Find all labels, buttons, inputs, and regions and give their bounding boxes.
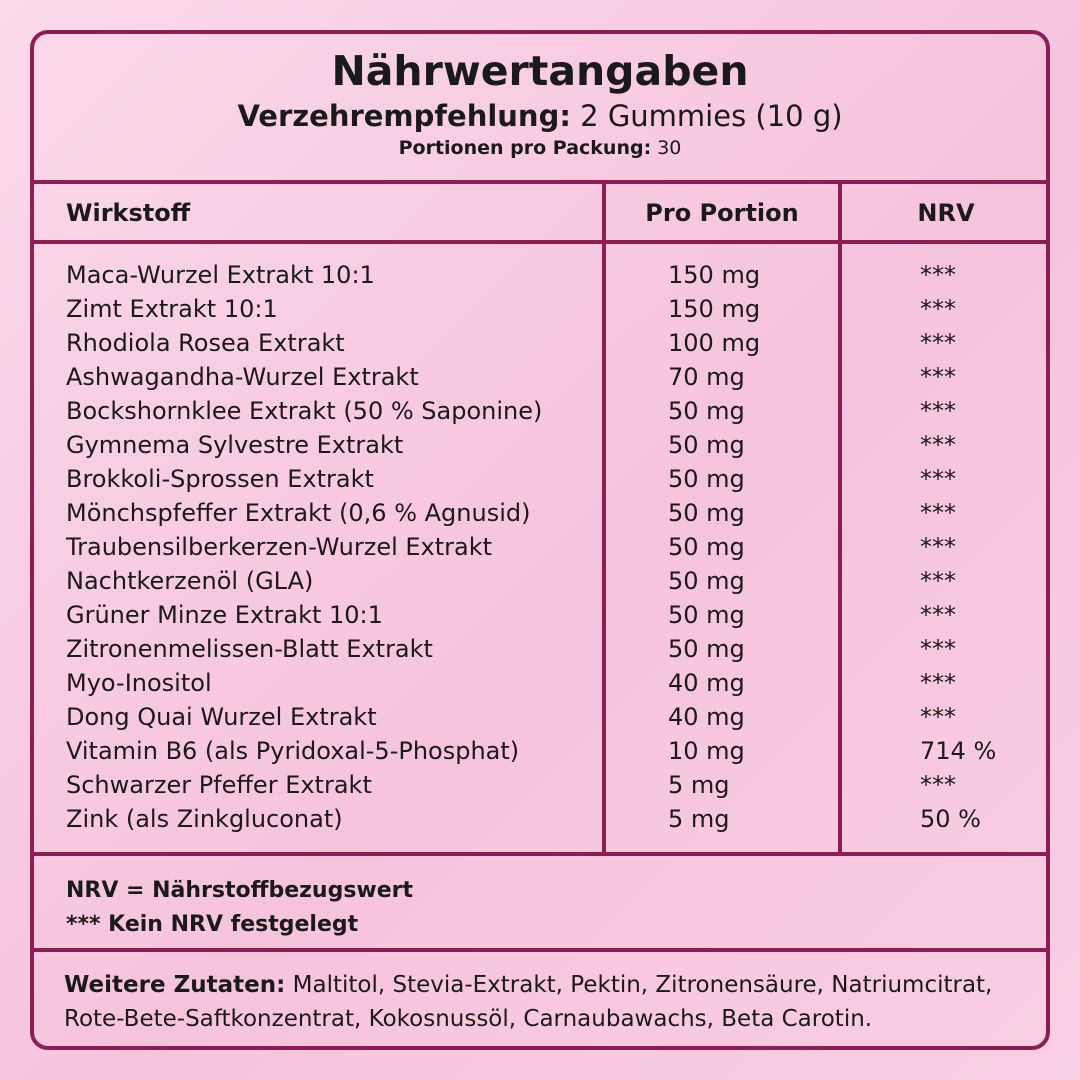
row-amount: 40 mg (668, 669, 745, 697)
row-amount: 40 mg (668, 703, 745, 731)
divider-legend (34, 852, 1046, 856)
panel-title: Nährwertangaben (331, 47, 749, 95)
row-name: Maca-Wurzel Extrakt 10:1 (66, 261, 375, 289)
table-row: Myo-Inositol 40 mg *** (34, 666, 1046, 700)
other-ingredients-text: Maltitol, Stevia-Extrakt, Pektin, Zitron… (64, 972, 993, 1032)
row-amount: 50 mg (668, 635, 745, 663)
row-nrv: 50 % (920, 805, 981, 833)
table-row: Rhodiola Rosea Extrakt 100 mg *** (34, 326, 1046, 360)
row-name: Zink (als Zinkgluconat) (66, 805, 343, 833)
other-ingredients-label: Weitere Zutaten: (64, 972, 286, 998)
row-name: Brokkoli-Sprossen Extrakt (66, 465, 374, 493)
row-name: Traubensilberkerzen-Wurzel Extrakt (66, 533, 493, 561)
row-name: Nachtkerzenöl (GLA) (66, 567, 314, 595)
table-row: Vitamin B6 (als Pyridoxal-5-Phosphat) 10 … (34, 734, 1046, 768)
row-nrv: *** (920, 261, 956, 289)
table-row: Zink (als Zinkgluconat) 5 mg 50 % (34, 802, 1046, 836)
serving-size: Verzehrempfehlung: 2 Gummies (10 g) (34, 98, 1046, 134)
servings-per-pack-value: 30 (657, 137, 682, 159)
table-row: Ashwagandha-Wurzel Extrakt 70 mg *** (34, 360, 1046, 394)
row-amount: 50 mg (668, 431, 745, 459)
row-amount: 50 mg (668, 499, 745, 527)
row-nrv: *** (920, 499, 956, 527)
row-amount: 5 mg (668, 771, 730, 799)
servings-per-pack: Portionen pro Packung: 30 (34, 136, 1046, 160)
row-amount: 50 mg (668, 601, 745, 629)
table-row: Brokkoli-Sprossen Extrakt 50 mg *** (34, 462, 1046, 496)
table-row: Maca-Wurzel Extrakt 10:1 150 mg *** (34, 258, 1046, 292)
row-amount: 5 mg (668, 805, 730, 833)
row-amount: 50 mg (668, 567, 745, 595)
row-nrv: *** (920, 329, 956, 357)
table-row: Nachtkerzenöl (GLA) 50 mg *** (34, 564, 1046, 598)
table-row: Gymnema Sylvestre Extrakt 50 mg *** (34, 428, 1046, 462)
row-name: Zitronenmelissen-Blatt Extrakt (66, 635, 433, 663)
row-nrv: *** (920, 669, 956, 697)
row-nrv: *** (920, 363, 956, 391)
column-header-nrv: NRV (917, 199, 975, 227)
table-row: Traubensilberkerzen-Wurzel Extrakt 50 mg *… (34, 530, 1046, 564)
row-name: Dong Quai Wurzel Extrakt (66, 703, 377, 731)
row-nrv: *** (920, 567, 956, 595)
row-nrv: *** (920, 431, 956, 459)
row-nrv: *** (920, 533, 956, 561)
legend-no-nrv-note: *** Kein NRV festgelegt (66, 912, 359, 937)
divider-header (34, 180, 1046, 184)
panel-header: Nährwertangaben Verzehrempfehlung: 2 Gum… (34, 34, 1046, 184)
row-name: Rhodiola Rosea Extrakt (66, 329, 345, 357)
row-nrv: *** (920, 295, 956, 323)
row-nrv: *** (920, 635, 956, 663)
divider-column-headers (34, 240, 1046, 244)
row-name: Myo-Inositol (66, 669, 212, 697)
row-name: Grüner Minze Extrakt 10:1 (66, 601, 383, 629)
divider-column-2 (838, 182, 842, 856)
row-amount: 50 mg (668, 465, 745, 493)
serving-size-label: Verzehrempfehlung: (237, 99, 571, 133)
column-header-per-serving: Pro Portion (645, 199, 799, 227)
row-name: Ashwagandha-Wurzel Extrakt (66, 363, 419, 391)
nutrient-rows: Maca-Wurzel Extrakt 10:1 150 mg *** Zimt E… (34, 258, 1046, 836)
row-name: Gymnema Sylvestre Extrakt (66, 431, 404, 459)
column-header-ingredient: Wirkstoff (66, 199, 191, 227)
row-name: Vitamin B6 (als Pyridoxal-5-Phosphat) (66, 737, 520, 765)
row-name: Schwarzer Pfeffer Extrakt (66, 771, 372, 799)
row-amount: 50 mg (668, 533, 745, 561)
nrv-legend: NRV = Nährstoffbezugswert *** Kein NRV f… (66, 874, 413, 942)
servings-per-pack-label: Portionen pro Packung: (398, 137, 652, 159)
row-name: Zimt Extrakt 10:1 (66, 295, 278, 323)
row-nrv: *** (920, 703, 956, 731)
row-amount: 70 mg (668, 363, 745, 391)
table-row: Mönchspfeffer Extrakt (0,6 % Agnusid) 50 … (34, 496, 1046, 530)
row-nrv: *** (920, 771, 956, 799)
table-row: Zitronenmelissen-Blatt Extrakt 50 mg *** (34, 632, 1046, 666)
table-row: Zimt Extrakt 10:1 150 mg *** (34, 292, 1046, 326)
row-amount: 150 mg (668, 261, 761, 289)
nutrition-facts-panel: Nährwertangaben Verzehrempfehlung: 2 Gum… (30, 30, 1050, 1050)
row-nrv: *** (920, 465, 956, 493)
table-row: Bockshornklee Extrakt (50 % Saponine) 50 … (34, 394, 1046, 428)
row-name: Bockshornklee Extrakt (50 % Saponine) (66, 397, 543, 425)
table-row: Grüner Minze Extrakt 10:1 50 mg *** (34, 598, 1046, 632)
divider-ingredients (34, 948, 1046, 952)
row-nrv: *** (920, 601, 956, 629)
row-nrv: 714 % (920, 737, 997, 765)
divider-column-1 (602, 182, 606, 856)
row-amount: 150 mg (668, 295, 761, 323)
row-amount: 50 mg (668, 397, 745, 425)
table-row: Dong Quai Wurzel Extrakt 40 mg *** (34, 700, 1046, 734)
row-amount: 10 mg (668, 737, 745, 765)
serving-size-value: 2 Gummies (10 g) (580, 99, 843, 133)
row-nrv: *** (920, 397, 956, 425)
row-amount: 100 mg (668, 329, 761, 357)
row-name: Mönchspfeffer Extrakt (0,6 % Agnusid) (66, 499, 531, 527)
legend-nrv-definition: NRV = Nährstoffbezugswert (66, 878, 414, 903)
table-row: Schwarzer Pfeffer Extrakt 5 mg *** (34, 768, 1046, 802)
other-ingredients: Weitere Zutaten: Maltitol, Stevia-Extrak… (64, 968, 1016, 1036)
